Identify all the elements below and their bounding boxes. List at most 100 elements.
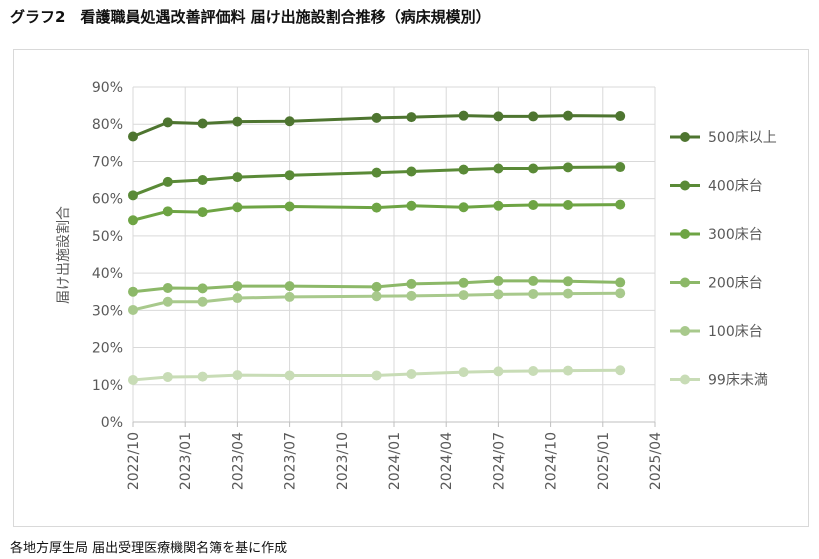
y-tick-label: 30% bbox=[92, 303, 123, 319]
series-line bbox=[132, 114, 621, 138]
data-point bbox=[128, 374, 138, 385]
data-point bbox=[458, 202, 469, 213]
source-note: 各地方厚生局 届出受理医療機関名簿を基に作成 bbox=[10, 541, 288, 556]
legend-label: 300床台 bbox=[708, 227, 763, 243]
y-tick-label: 70% bbox=[92, 154, 123, 170]
data-point bbox=[371, 112, 382, 123]
x-tick-label: 2023/10 bbox=[335, 432, 351, 490]
data-point bbox=[406, 290, 417, 301]
series-4 bbox=[128, 288, 626, 315]
series-3 bbox=[128, 275, 626, 297]
legend-label: 500床以上 bbox=[708, 130, 777, 146]
data-point bbox=[528, 111, 539, 122]
data-point bbox=[406, 112, 417, 123]
gridlines bbox=[132, 86, 656, 423]
data-point bbox=[563, 199, 573, 210]
data-point bbox=[458, 164, 469, 175]
series-line bbox=[132, 279, 621, 294]
data-point bbox=[284, 370, 295, 381]
legend-marker bbox=[680, 326, 690, 336]
data-point bbox=[197, 296, 208, 307]
data-point bbox=[615, 288, 626, 299]
data-point bbox=[162, 117, 173, 128]
series-2 bbox=[128, 199, 626, 226]
legend-label: 99床未満 bbox=[708, 373, 768, 389]
data-point bbox=[284, 201, 295, 212]
data-point bbox=[563, 276, 573, 287]
legend-label: 100床台 bbox=[708, 324, 763, 340]
x-tick-label: 2024/10 bbox=[544, 432, 560, 490]
data-point bbox=[493, 200, 504, 211]
data-point bbox=[563, 365, 573, 376]
data-point bbox=[232, 293, 243, 304]
data-point bbox=[232, 116, 243, 127]
data-point bbox=[406, 278, 417, 289]
data-point bbox=[493, 275, 504, 286]
y-tick-label: 60% bbox=[92, 192, 123, 208]
series-0 bbox=[128, 110, 626, 142]
y-axis-title: 届け出施設割合 bbox=[55, 206, 72, 304]
y-tick-label: 80% bbox=[92, 117, 123, 133]
x-tick-label: 2023/04 bbox=[230, 432, 246, 490]
y-tick-label: 50% bbox=[92, 229, 123, 245]
data-point bbox=[162, 296, 173, 307]
y-tick-label: 40% bbox=[92, 266, 123, 282]
data-point bbox=[162, 176, 173, 187]
data-point bbox=[197, 175, 208, 186]
data-point bbox=[528, 163, 539, 174]
data-point bbox=[563, 162, 573, 173]
legend: 500床以上 400床台 300床台 200床台 100床台 99床未満 bbox=[670, 130, 777, 389]
series-line bbox=[132, 291, 621, 312]
series-line bbox=[132, 368, 621, 382]
data-point bbox=[128, 190, 138, 201]
line-chart: 0% 10% 20% 30% 40% 50% 60% 70% 80% 90% 2022/10 2023… bbox=[55, 80, 777, 490]
data-point bbox=[458, 277, 469, 288]
data-point bbox=[371, 167, 382, 178]
x-tick-label: 2024/01 bbox=[387, 432, 403, 490]
data-point bbox=[493, 163, 504, 174]
series-lines bbox=[128, 110, 626, 385]
data-point bbox=[493, 366, 504, 377]
legend-marker bbox=[680, 180, 690, 191]
data-point bbox=[528, 366, 539, 377]
data-point bbox=[528, 199, 539, 210]
legend-item: 400床台 bbox=[670, 179, 763, 195]
data-point bbox=[284, 170, 295, 181]
legend-label: 400床台 bbox=[708, 179, 763, 195]
legend-marker bbox=[680, 277, 690, 288]
data-point bbox=[406, 166, 417, 177]
data-point bbox=[232, 281, 243, 292]
series-line bbox=[132, 203, 621, 222]
data-point bbox=[615, 162, 626, 173]
y-tick-label: 0% bbox=[101, 415, 123, 431]
data-point bbox=[615, 111, 626, 122]
legend-item: 100床台 bbox=[670, 324, 763, 340]
x-tick-label: 2025/04 bbox=[648, 432, 664, 490]
data-point bbox=[493, 289, 504, 300]
x-tick-label: 2023/01 bbox=[178, 432, 194, 490]
x-tick-label: 2023/07 bbox=[283, 432, 299, 490]
data-point bbox=[563, 110, 573, 121]
y-tick-label: 20% bbox=[92, 341, 123, 357]
data-point bbox=[232, 370, 243, 381]
legend-item: 99床未満 bbox=[670, 373, 768, 389]
data-point bbox=[493, 111, 504, 122]
data-point bbox=[162, 371, 173, 382]
data-point bbox=[128, 286, 138, 297]
x-tick-label: 2024/07 bbox=[491, 432, 507, 490]
data-point bbox=[162, 206, 173, 217]
data-point bbox=[128, 304, 138, 315]
data-point bbox=[371, 281, 382, 292]
legend-item: 500床以上 bbox=[670, 130, 777, 146]
legend-label: 200床台 bbox=[708, 276, 763, 292]
data-point bbox=[371, 370, 382, 381]
data-point bbox=[284, 291, 295, 302]
data-point bbox=[458, 367, 469, 378]
legend-marker bbox=[680, 374, 690, 385]
legend-marker bbox=[680, 132, 690, 142]
data-point bbox=[197, 118, 208, 129]
series-1 bbox=[128, 162, 626, 201]
data-point bbox=[528, 288, 539, 299]
series-5 bbox=[128, 365, 626, 385]
data-point bbox=[284, 116, 295, 127]
